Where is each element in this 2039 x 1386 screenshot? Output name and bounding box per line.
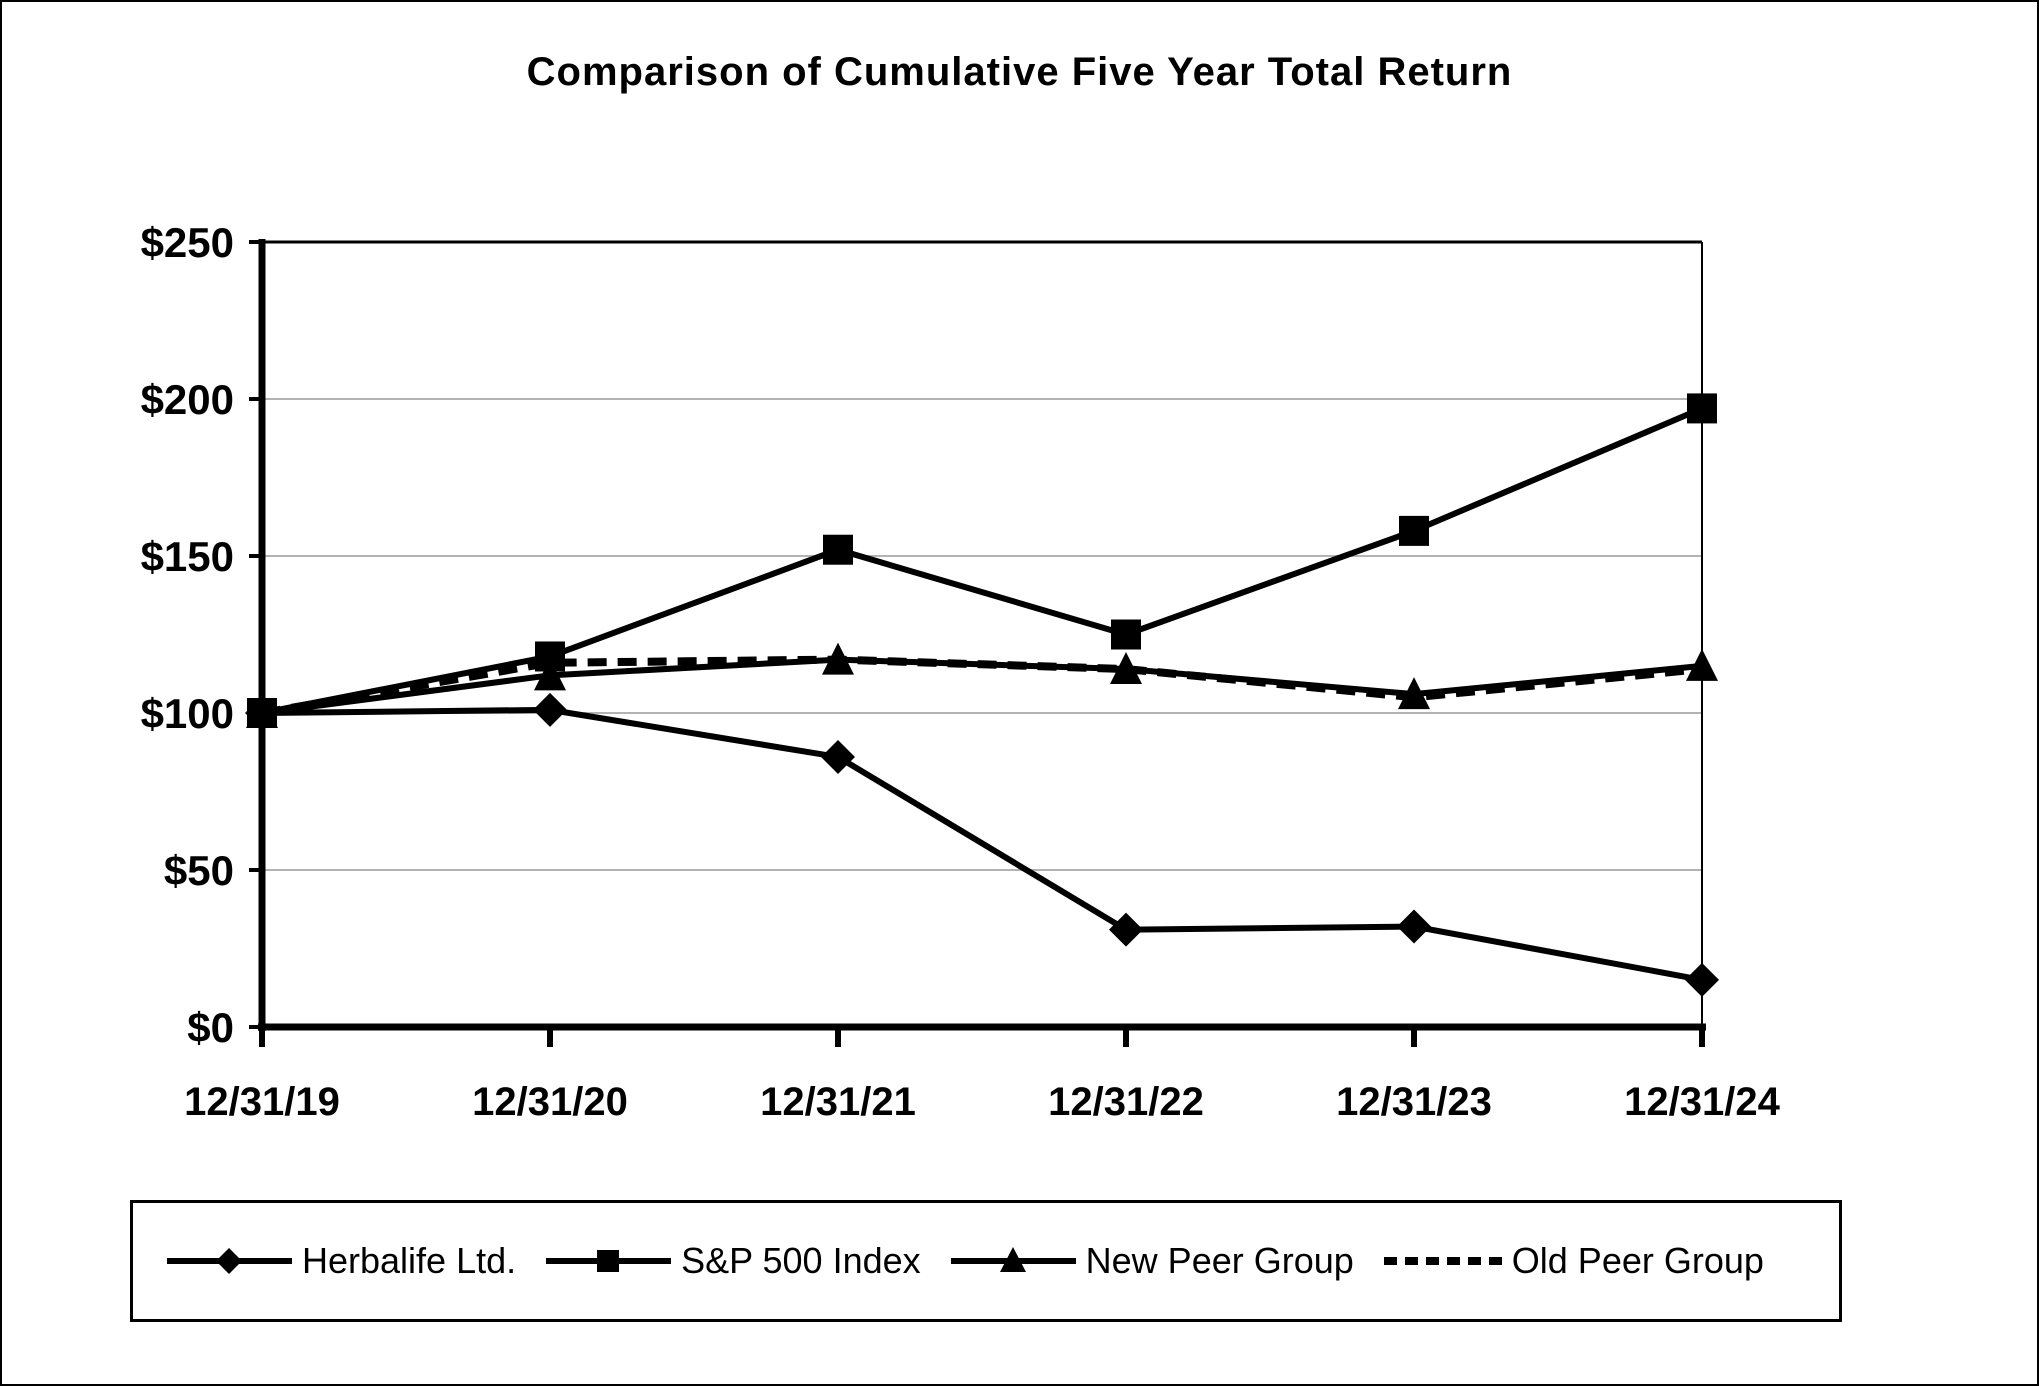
x-tick-label: 12/31/22	[1048, 1080, 1204, 1124]
x-tick-label: 12/31/20	[472, 1080, 628, 1124]
square-marker-icon	[1399, 515, 1429, 546]
x-tick-label: 12/31/19	[184, 1080, 340, 1124]
y-tick-label: $150	[141, 533, 234, 580]
series-line	[261, 655, 1703, 717]
x-tick-label: 12/31/24	[1624, 1080, 1780, 1124]
y-tick-label: $50	[164, 847, 234, 894]
legend-item-herbalife: Herbalife Ltd.	[167, 1239, 516, 1283]
diamond-marker-icon	[533, 692, 567, 727]
legend-label-herbalife: Herbalife Ltd.	[302, 1240, 517, 1281]
triangle-marker-icon	[534, 658, 566, 691]
diamond-marker-icon	[821, 739, 855, 774]
square-marker-icon	[1111, 619, 1141, 650]
triangle-marker-icon	[822, 642, 854, 675]
x-tick-label: 12/31/23	[1336, 1080, 1492, 1124]
y-tick-label: $100	[141, 690, 234, 737]
triangle-marker-icon	[1110, 652, 1142, 685]
legend-item-sp500: S&P 500 Index	[546, 1239, 921, 1283]
y-tick-label: $0	[187, 1004, 234, 1051]
legend-label-old-peer-group: Old Peer Group	[1511, 1240, 1764, 1281]
series-line	[261, 405, 1704, 716]
square-marker-icon	[1687, 393, 1717, 424]
diamond-marker-icon	[1109, 912, 1143, 947]
square-marker-icon	[823, 534, 853, 565]
y-tick-label: $250	[141, 219, 234, 266]
diamond-line-icon	[167, 1248, 292, 1274]
y-tick-label: $200	[141, 376, 234, 423]
triangle-line-icon	[950, 1247, 1076, 1272]
series-line	[261, 706, 1703, 983]
legend-label-sp500: S&P 500 Index	[681, 1240, 921, 1281]
chart-title: Comparison of Cumulative Five Year Total…	[526, 50, 1513, 94]
square-marker-icon	[247, 698, 277, 728]
diamond-marker-icon	[1685, 962, 1719, 997]
square-marker-icon	[535, 641, 565, 672]
x-tick-label: 12/31/21	[760, 1080, 916, 1124]
triangle-marker-icon	[1686, 648, 1718, 681]
dashed-line-icon	[1383, 1257, 1502, 1265]
legend-label-new-peer-group: New Peer Group	[1085, 1240, 1354, 1281]
legend-item-new-peer-group: New Peer Group	[950, 1239, 1354, 1283]
triangle-marker-icon	[1398, 677, 1430, 710]
square-line-icon	[546, 1250, 672, 1272]
diamond-marker-icon	[1397, 909, 1431, 944]
legend: Herbalife Ltd. S&P 500 Index New Peer Gr…	[130, 1200, 1842, 1322]
legend-item-old-peer-group: Old Peer Group	[1383, 1239, 1764, 1283]
